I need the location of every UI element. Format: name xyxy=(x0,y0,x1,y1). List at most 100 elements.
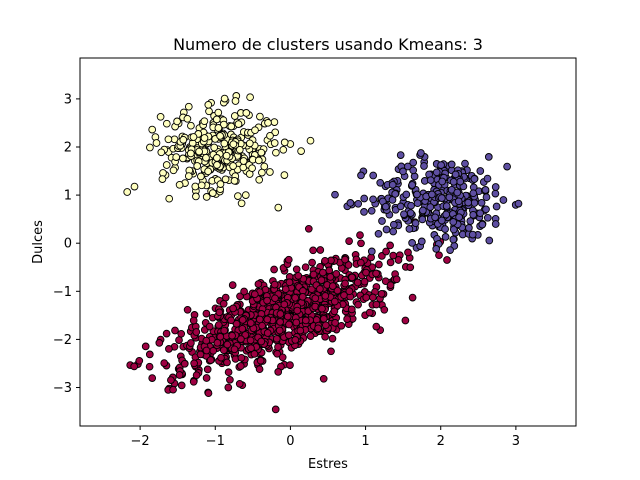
scatter-point xyxy=(230,345,239,354)
scatter-point xyxy=(255,175,264,184)
scatter-point xyxy=(406,209,415,217)
plot-frame xyxy=(79,57,577,427)
scatter-point xyxy=(206,356,215,364)
scatter-point xyxy=(437,194,446,202)
scatter-point xyxy=(256,356,265,365)
scatter-point xyxy=(341,255,349,264)
scatter-point xyxy=(204,167,212,176)
scatter-point xyxy=(431,213,439,222)
scatter-point xyxy=(192,328,201,336)
scatter-point xyxy=(443,256,451,264)
scatter-point xyxy=(157,148,166,157)
y-tick-label: 2 xyxy=(64,140,72,155)
scatter-point xyxy=(321,292,330,300)
scatter-point xyxy=(281,285,290,294)
scatter-point xyxy=(484,153,493,161)
scatter-point xyxy=(263,329,272,337)
scatter-point xyxy=(280,138,289,147)
scatter-point xyxy=(202,309,211,318)
scatter-point xyxy=(258,168,266,177)
scatter-point xyxy=(254,280,263,288)
y-tick-label: −1 xyxy=(53,285,72,300)
scatter-point xyxy=(276,310,285,318)
scatter-point xyxy=(240,287,248,296)
scatter-point xyxy=(186,149,195,158)
scatter-point xyxy=(266,131,274,140)
scatter-point xyxy=(417,149,425,157)
scatter-point xyxy=(266,168,274,176)
scatter-point xyxy=(219,299,228,308)
scatter-point xyxy=(177,381,186,390)
scatter-point xyxy=(236,292,244,301)
scatter-point xyxy=(438,177,447,186)
scatter-point xyxy=(222,151,231,160)
scatter-point xyxy=(197,172,205,181)
scatter-point xyxy=(468,230,477,239)
scatter-point xyxy=(263,296,271,305)
scatter-point xyxy=(235,379,244,388)
scatter-point xyxy=(280,300,289,309)
scatter-point xyxy=(477,198,486,207)
scatter-point xyxy=(248,164,256,173)
scatter-point xyxy=(208,189,217,197)
scatter-point xyxy=(386,258,395,267)
scatter-point xyxy=(331,190,339,199)
scatter-point xyxy=(446,246,454,254)
chart-title: Numero de clusters usando Kmeans: 3 xyxy=(173,35,483,54)
scatter-point xyxy=(388,180,397,189)
scatter-point xyxy=(482,205,490,214)
scatter-point xyxy=(280,171,289,179)
scatter-point xyxy=(404,248,412,257)
x-axis-label: Estres xyxy=(308,457,348,472)
scatter-point xyxy=(345,237,353,245)
scatter-point xyxy=(377,289,386,298)
scatter-point xyxy=(274,203,283,212)
scatter-point xyxy=(278,353,287,362)
scatter-point xyxy=(177,329,186,338)
scatter-point xyxy=(141,342,150,351)
scatter-point xyxy=(391,190,400,198)
scatter-point xyxy=(189,377,198,386)
scatter-point xyxy=(239,157,248,165)
scatter-point xyxy=(291,336,300,344)
scatter-point xyxy=(316,285,324,293)
scatter-point xyxy=(442,202,451,210)
scatter-point xyxy=(237,335,245,343)
scatter-point xyxy=(321,332,329,341)
scatter-point xyxy=(369,293,377,302)
scatter-point xyxy=(246,93,254,102)
scatter-point xyxy=(382,225,391,234)
scatter-point xyxy=(437,216,446,225)
scatter-point xyxy=(184,102,193,111)
scatter-point xyxy=(386,241,394,250)
scatter-point xyxy=(271,128,280,137)
scatter-point xyxy=(217,353,225,362)
scatter-point xyxy=(394,256,403,264)
scatter-point xyxy=(381,202,390,211)
scatter-point xyxy=(437,161,445,169)
scatter-point xyxy=(275,326,284,335)
scatter-point xyxy=(189,133,198,141)
scatter-point xyxy=(470,175,479,183)
scatter-point xyxy=(309,270,318,279)
scatter-point xyxy=(226,375,234,384)
scatter-point xyxy=(230,176,239,185)
scatter-point xyxy=(292,318,301,327)
scatter-point xyxy=(179,154,187,163)
scatter-point xyxy=(372,322,381,331)
scatter-point xyxy=(238,324,247,333)
scatter-point xyxy=(499,196,508,204)
scatter-point xyxy=(491,183,500,191)
scatter-point xyxy=(469,210,478,219)
y-tick-label: 3 xyxy=(64,92,72,107)
x-tick-label: 2 xyxy=(437,434,445,449)
scatter-point xyxy=(492,202,501,211)
scatter-point xyxy=(376,178,385,187)
scatter-point xyxy=(227,122,236,131)
scatter-point xyxy=(272,148,280,157)
scatter-point xyxy=(330,307,339,316)
y-axis-label: Dulces xyxy=(31,220,46,264)
scatter-point xyxy=(247,344,255,353)
scatter-point xyxy=(476,167,485,175)
scatter-point xyxy=(175,180,184,189)
